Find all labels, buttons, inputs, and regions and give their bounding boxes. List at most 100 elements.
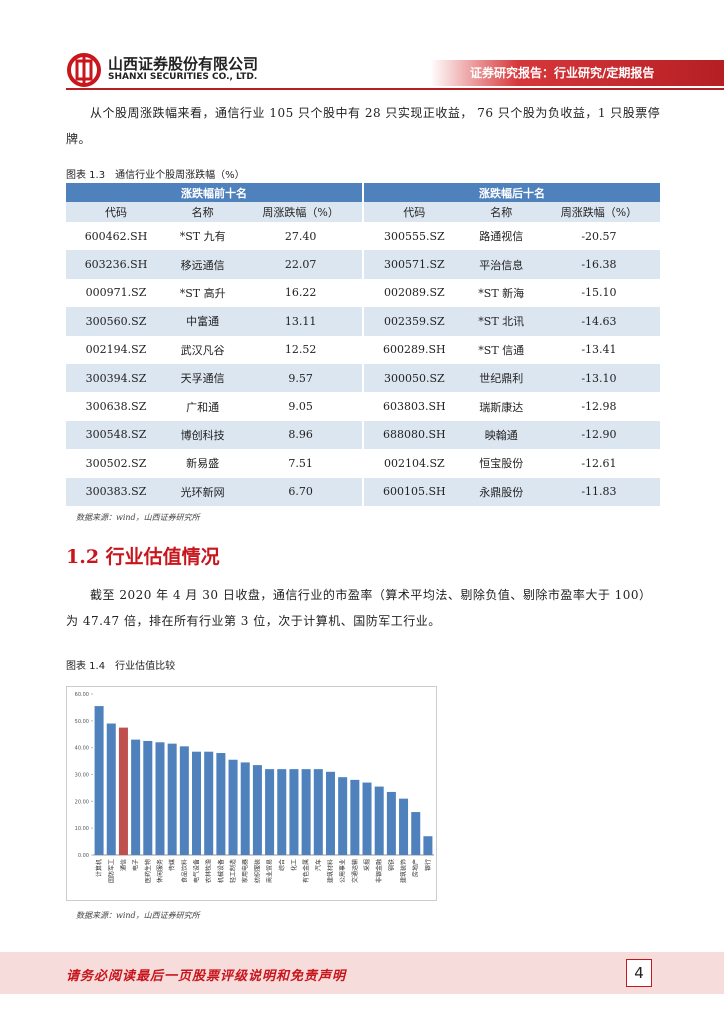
table-cell: 22.07	[239, 250, 364, 279]
table-cell: 8.96	[239, 420, 364, 450]
x-tick-label: 房地产	[412, 859, 420, 877]
table-cell: 平治信息	[479, 258, 524, 272]
table-cell: 武汉凡谷	[180, 343, 225, 357]
bar	[313, 769, 323, 855]
table-cell: *ST 新海	[478, 286, 525, 300]
bar	[411, 812, 421, 855]
x-tick-label: 电气设备	[193, 859, 201, 883]
table-cell: 广和通	[186, 400, 220, 414]
table-cell: 中富通	[186, 315, 220, 329]
x-tick-label: 商业贸易	[266, 859, 274, 883]
table-row: 000971.SZ *ST 高升 16.22 002089.SZ *ST 新海 -15.1…	[66, 278, 660, 308]
table-cell: 世纪鼎利	[479, 372, 524, 386]
chart: 0.00 10.00 20.00 30.00 40.00 50.00 60.00 计算机 国防军…	[66, 686, 437, 901]
table-cell: 12.52	[239, 335, 364, 364]
bar	[277, 769, 287, 855]
table-cell: -12.98	[581, 400, 617, 414]
x-tick-label: 传媒	[168, 859, 176, 871]
table-cell: 002359.SZ	[383, 314, 445, 328]
table-cell: 300638.SZ	[85, 400, 147, 414]
x-tick-label: 轻工制造	[229, 859, 237, 883]
x-tick-label: 食品饮料	[180, 859, 188, 883]
table-cell: 300394.SZ	[85, 371, 147, 385]
table-cell: -13.41	[581, 343, 617, 357]
footer-band	[0, 952, 724, 994]
y-tick-label: 50.00	[75, 719, 89, 725]
table-row: 300502.SZ 新易盛 7.51 002104.SZ 恒宝股份 -12.61	[66, 449, 660, 478]
y-tick-label: 30.00	[75, 773, 89, 779]
paragraph: 从个股周涨跌幅来看，通信行业 105 只个股中有 28 只实现正收益， 76 只…	[66, 106, 661, 146]
x-tick-label: 纺织服装	[253, 859, 261, 883]
table-cell: 7.51	[239, 449, 364, 478]
company-cn: 山西证券股份有限公司	[108, 55, 259, 73]
group-header: 涨跌幅前十名	[66, 183, 364, 202]
bar	[143, 740, 153, 855]
x-tick-label: 银行	[424, 859, 432, 871]
x-tick-label: 钢铁	[387, 859, 395, 871]
paragraph: 截至 2020 年 4 月 30 日收盘，通信行业的市盈率（算术平均法、剔除负值…	[66, 588, 652, 628]
table-cell: *ST 信通	[478, 343, 525, 357]
table-cell: 300571.SZ	[383, 258, 445, 272]
table-cell: *ST 北讯	[478, 315, 525, 329]
y-tick-label: 40.00	[75, 746, 89, 752]
x-tick-label: 家用电器	[241, 859, 249, 883]
table-cell: 永鼎股份	[479, 485, 524, 499]
bar	[338, 777, 348, 855]
x-tick-label: 交通运输	[351, 859, 359, 883]
column-header: 周涨跌幅（%）	[239, 202, 364, 222]
table-cell: *ST 高升	[179, 286, 226, 300]
group-header: 涨跌幅后十名	[478, 186, 545, 200]
bar	[399, 798, 409, 855]
bar	[94, 706, 104, 855]
x-tick-label: 公用事业	[339, 859, 347, 883]
bar	[240, 762, 250, 855]
bar	[350, 779, 360, 855]
table-cell: 瑞斯康达	[479, 400, 524, 414]
table-row: 300383.SZ 光环新网 6.70 600105.SH 永鼎股份 -11.83	[66, 477, 660, 506]
x-tick-label: 建筑装饰	[400, 859, 408, 883]
table-cell: 博创科技	[180, 428, 225, 442]
table-cell: 600105.SH	[382, 485, 446, 499]
x-tick-label: 休闲服务	[156, 859, 164, 883]
x-tick-label: 化工	[290, 859, 298, 871]
section-heading: 1.2 行业估值情况	[66, 546, 220, 568]
table-cell: 600462.SH	[84, 229, 148, 243]
x-tick-label: 农林牧渔	[205, 859, 213, 883]
table-cell: -12.61	[581, 456, 617, 470]
bar	[106, 723, 116, 855]
table-cell: 300502.SZ	[85, 456, 147, 470]
x-tick-label: 电子	[132, 859, 140, 871]
bar	[216, 753, 226, 855]
table-cell: 6.70	[239, 477, 364, 506]
disclaimer: 请务必阅读最后一页股票评级说明和免责声明	[66, 969, 347, 984]
source: 数据来源：wind，山西证券研究所	[76, 911, 200, 920]
x-tick-label: 有色金属	[302, 859, 310, 883]
table-cell: 新易盛	[186, 457, 220, 471]
table-cell: 603803.SH	[382, 400, 446, 414]
bar	[118, 727, 128, 855]
table-cell: -14.63	[581, 314, 617, 328]
bar	[179, 746, 189, 855]
x-tick-label: 建筑材料	[326, 859, 334, 883]
x-tick-label: 国防军工	[107, 859, 115, 883]
table-cell: 13.11	[239, 307, 364, 336]
table-cell: -13.10	[581, 371, 617, 385]
header-rule	[66, 88, 724, 90]
table-cell: 16.22	[239, 278, 364, 308]
table-cell: -15.10	[581, 286, 617, 300]
column-header: 代码	[403, 206, 426, 219]
table-cell: 300548.SZ	[85, 428, 147, 442]
table-cell: 光环新网	[180, 485, 225, 499]
y-tick-label: 60.00	[75, 692, 89, 698]
bar	[167, 743, 177, 855]
table-cell: *ST 九有	[179, 230, 226, 244]
table-cell: 300383.SZ	[85, 485, 147, 499]
x-tick-label: 计算机	[95, 859, 103, 877]
bar	[192, 751, 202, 855]
bar	[301, 769, 311, 855]
table-cell: 路通视信	[479, 230, 524, 244]
table-cell: 600289.SH	[382, 343, 446, 357]
table-cell: 002089.SZ	[383, 286, 445, 300]
x-tick-label: 医药生物	[144, 859, 152, 883]
